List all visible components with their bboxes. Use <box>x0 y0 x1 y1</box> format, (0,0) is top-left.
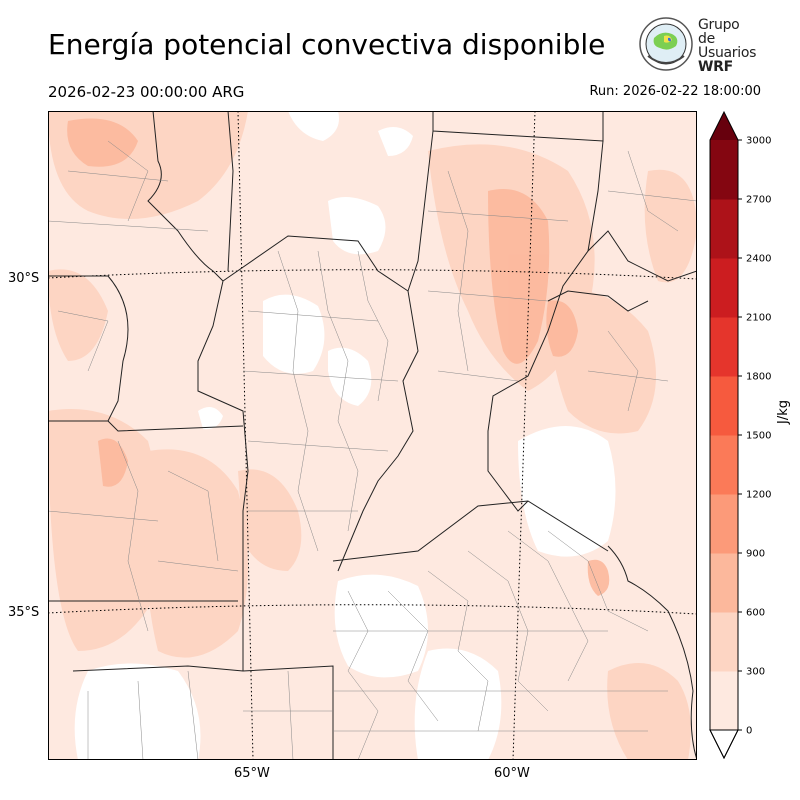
map-frame <box>48 111 697 760</box>
colorbar-band <box>710 435 738 495</box>
colorbar-units: J/kg <box>776 400 791 424</box>
cape-map <box>48 111 697 760</box>
colorbar-band <box>710 140 738 200</box>
lat-label-35s: 35°S <box>8 605 40 620</box>
colorbar-tick-label: 3000 <box>746 136 771 147</box>
colorbar-bands <box>710 140 738 731</box>
colorbar-band <box>710 494 738 554</box>
colorbar-tick-label: 2700 <box>746 195 771 206</box>
colorbar-tick-label: 2400 <box>746 254 771 265</box>
colorbar-band <box>710 671 738 731</box>
run-time: Run: 2026-02-22 18:00:00 <box>589 84 761 99</box>
department-borders <box>48 140 697 760</box>
colorbar-tick-label: 1800 <box>746 372 771 383</box>
colorbar: 0 300 600 900 1200 1500 1800 2100 2400 2700 3000 <box>709 110 771 760</box>
colorbar-tick-label: 300 <box>746 667 765 678</box>
colorbar-tick-label: 0 <box>746 726 752 737</box>
colorbar-band <box>710 553 738 613</box>
colorbar-min-extend <box>709 729 739 760</box>
cape-mid-regions <box>67 118 610 596</box>
logo-text: Grupo de Usuarios WRF <box>698 18 760 74</box>
page-title: Energía potencial convectiva disponible <box>48 28 606 61</box>
logo-line2: Usuarios <box>698 45 757 61</box>
valid-time: 2026-02-23 00:00:00 ARG <box>48 83 245 101</box>
lat-label-30s: 30°S <box>8 271 40 286</box>
colorbar-band <box>710 317 738 377</box>
colorbar-band <box>710 612 738 672</box>
colorbar-tick-label: 600 <box>746 608 765 619</box>
colorbar-tick-label: 1500 <box>746 431 771 442</box>
logo-line1: Grupo de <box>698 17 740 47</box>
logo-line3: WRF <box>698 59 733 75</box>
map-canvas <box>48 111 697 760</box>
colorbar-ticks: 0 300 600 900 1200 1500 1800 2100 2400 2700 3000 <box>738 136 771 737</box>
colorbar-tick-label: 900 <box>746 549 765 560</box>
colorbar-band <box>710 199 738 259</box>
lon-label-60w: 60°W <box>494 766 530 781</box>
colorbar-tick-label: 2100 <box>746 313 771 324</box>
colorbar-band <box>710 258 738 318</box>
colorbar-band <box>710 376 738 436</box>
lon-label-65w: 65°W <box>234 766 270 781</box>
wrf-logo: Grupo de Usuarios WRF <box>638 16 760 74</box>
colorbar-tick-label: 1200 <box>746 490 771 501</box>
cape-zero-regions <box>74 111 616 760</box>
globe-icon <box>639 17 693 71</box>
coastline <box>607 545 697 760</box>
province-borders <box>48 111 697 760</box>
colorbar-max-extend <box>710 112 738 140</box>
